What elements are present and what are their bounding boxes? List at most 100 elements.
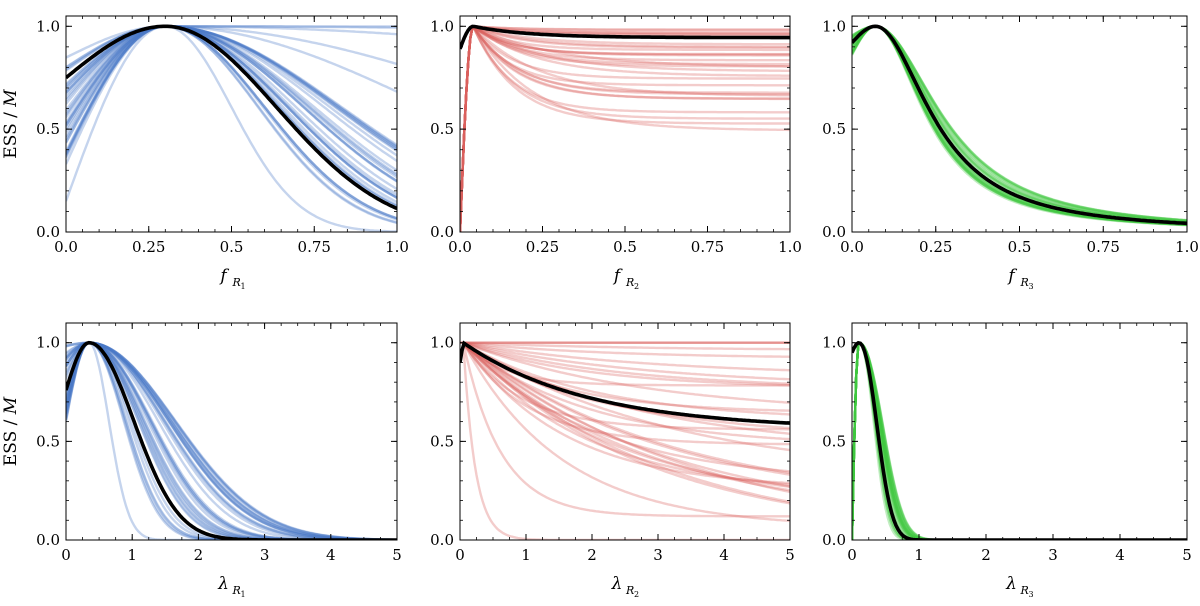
series-line-25 (460, 25, 790, 232)
series-line-23 (852, 341, 1187, 540)
series-line-19 (66, 25, 397, 183)
x-tick-label: 2 (194, 546, 204, 564)
series-line-28 (852, 25, 1187, 223)
mean-line (460, 340, 790, 425)
series-line-24 (66, 341, 397, 540)
series-line-6 (460, 341, 790, 431)
x-tick-label: 0.75 (1087, 238, 1120, 256)
series-line-11 (66, 341, 397, 540)
series-line-36 (66, 341, 397, 540)
y-axis-label-text: ESS / (1, 414, 21, 466)
series-line-6 (460, 25, 790, 232)
x-axis-label: λ (217, 574, 229, 594)
series-line-16 (460, 25, 790, 232)
series-line-24 (460, 341, 790, 385)
series-line-16 (460, 341, 790, 416)
series-line-7 (460, 24, 790, 232)
x-tick-label: 0.0 (54, 238, 78, 256)
x-tick-label: 0.25 (526, 238, 559, 256)
series-line-6 (852, 25, 1187, 226)
series-line-23 (460, 25, 790, 232)
x-axis-label-subsub: 3 (1029, 590, 1034, 599)
series-line-24 (852, 25, 1187, 222)
series-line-2 (66, 25, 397, 220)
x-tick-label: 3 (1048, 546, 1058, 564)
x-axis-label: f (1006, 266, 1017, 286)
series-line-21 (460, 26, 790, 232)
series-line-11 (66, 25, 397, 196)
x-tick-label: 5 (1182, 546, 1192, 564)
series-line-26 (460, 25, 790, 232)
y-tick-label: 0.0 (36, 531, 60, 549)
y-tick-label: 0.5 (430, 120, 454, 138)
series-line-1 (460, 349, 790, 540)
panel-top-left: 0.0 0.25 0.5 0.75 1.0 0.0 0.5 1.0 f R 1 ESS / M (1, 15, 409, 291)
x-tick-label: 0.5 (220, 238, 244, 256)
x-tick-label: 5 (392, 546, 402, 564)
x-axis-label-subsub: 2 (634, 590, 639, 599)
x-axis-label: f (218, 266, 229, 286)
series-line-13 (460, 25, 790, 232)
y-tick-label: 0.5 (36, 432, 60, 450)
series-line-33 (460, 341, 790, 446)
mean-line (460, 24, 790, 50)
series-line-1 (66, 341, 397, 540)
series-line-30 (852, 25, 1187, 227)
series-line-19 (852, 341, 1187, 540)
x-tick-label: 0.0 (448, 238, 472, 256)
series-line-1 (852, 25, 1187, 222)
x-axis-label: λ (1005, 574, 1017, 594)
x-axis-label-subsub: 2 (634, 282, 639, 291)
x-axis-label: f (612, 266, 623, 286)
series-line-29 (460, 341, 790, 404)
x-tick-label: 1.0 (1175, 238, 1199, 256)
series-line-15 (66, 25, 397, 221)
series-line-12 (852, 25, 1187, 226)
series-line-15 (852, 25, 1187, 222)
series-line-4 (460, 25, 790, 232)
series-line-17 (66, 341, 397, 540)
x-tick-label: 2 (587, 546, 597, 564)
series-line-5 (66, 25, 397, 144)
series-line-3 (852, 25, 1187, 227)
series-line-10 (66, 25, 397, 177)
series-line-1 (852, 341, 1187, 540)
series-group (460, 340, 790, 540)
series-line-30 (66, 25, 397, 220)
x-axis-label-sub: R (1020, 276, 1029, 289)
series-line-14 (460, 25, 790, 232)
series-line-14 (66, 25, 397, 179)
x-tick-label: 0 (455, 546, 465, 564)
series-group (852, 340, 1187, 540)
series-line-6 (852, 341, 1187, 540)
x-tick-label: 4 (1115, 546, 1125, 564)
series-line-5 (460, 341, 790, 485)
series-line-19 (460, 25, 790, 232)
series-line-36 (66, 25, 397, 225)
series-line-23 (66, 25, 397, 152)
series-line-24 (460, 25, 790, 232)
series-group (460, 24, 790, 232)
series-line-32 (66, 341, 397, 540)
series-line-17 (460, 341, 790, 381)
x-tick-label: 0 (61, 546, 71, 564)
series-line-22 (66, 341, 397, 540)
x-tick-label: 1 (521, 546, 531, 564)
series-line-16 (852, 341, 1187, 540)
series-line-25 (66, 25, 397, 146)
series-line-18 (460, 25, 790, 232)
y-tick-label: 0.0 (430, 223, 454, 241)
series-line-9 (460, 25, 790, 232)
x-tick-label: 3 (260, 546, 270, 564)
series-line-21 (460, 341, 790, 387)
series-line-11 (852, 341, 1187, 540)
x-tick-label: 0.25 (919, 238, 952, 256)
series-line-25 (460, 341, 790, 372)
panel-top-middle: 0.0 0.25 0.5 0.75 1.0 0.0 0.5 1.0 f R 2 (430, 15, 802, 291)
series-line-30 (460, 341, 790, 489)
series-line-30 (460, 25, 790, 232)
x-axis-label-sub: R (1020, 584, 1029, 597)
series-line-18 (852, 25, 1187, 222)
series-line-17 (460, 25, 790, 232)
series-line-12 (460, 25, 790, 232)
